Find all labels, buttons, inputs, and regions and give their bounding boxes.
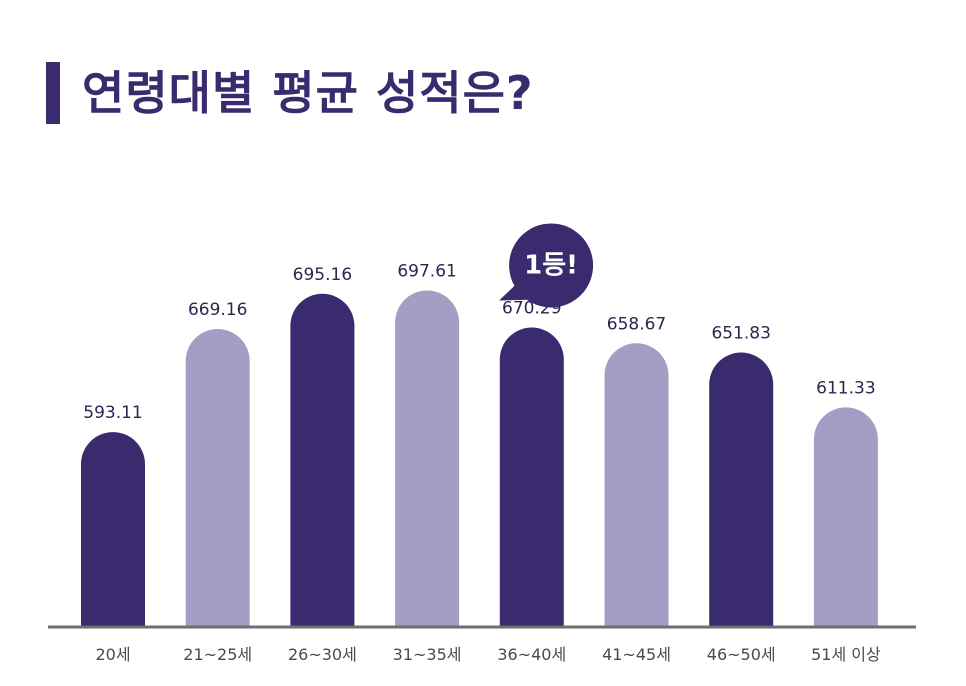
title-block: 연령대별 평균 성적은? bbox=[46, 58, 534, 128]
category-labels-group: 20세 21~25세 26~30세 31~35세 36~40세 41~45세 46~50세 5… bbox=[95, 645, 881, 664]
title-accent-bar bbox=[46, 62, 60, 124]
bar-2 bbox=[290, 293, 355, 626]
category-label-6: 46~50세 bbox=[707, 645, 776, 664]
value-label-2: 695.16 bbox=[293, 265, 352, 285]
bars-group bbox=[81, 290, 878, 626]
bar-5 bbox=[604, 343, 669, 626]
category-label-5: 41~45세 bbox=[602, 645, 671, 664]
bar-6 bbox=[709, 352, 774, 626]
value-label-5: 658.67 bbox=[607, 314, 666, 334]
value-label-3: 697.61 bbox=[397, 261, 456, 281]
category-label-3: 31~35세 bbox=[393, 645, 462, 664]
value-label-1: 669.16 bbox=[188, 300, 247, 320]
bar-4 bbox=[499, 327, 564, 626]
category-label-4: 36~40세 bbox=[497, 645, 566, 664]
bar-1 bbox=[185, 329, 250, 626]
bar-7 bbox=[813, 407, 878, 626]
value-label-0: 593.11 bbox=[83, 403, 142, 423]
category-label-7: 51세 이상 bbox=[811, 645, 881, 664]
value-label-7: 611.33 bbox=[816, 378, 875, 398]
first-place-badge: 1등! bbox=[499, 223, 594, 308]
bar-3 bbox=[395, 290, 460, 626]
value-label-6: 651.83 bbox=[711, 324, 770, 344]
category-label-2: 26~30세 bbox=[288, 645, 357, 664]
chart-title: 연령대별 평균 성적은? bbox=[82, 66, 534, 120]
category-label-0: 20세 bbox=[95, 645, 130, 664]
badge-circle bbox=[509, 223, 594, 308]
bar-0 bbox=[81, 432, 145, 626]
badge-text: 1등! bbox=[524, 250, 578, 280]
category-label-1: 21~25세 bbox=[183, 645, 252, 664]
